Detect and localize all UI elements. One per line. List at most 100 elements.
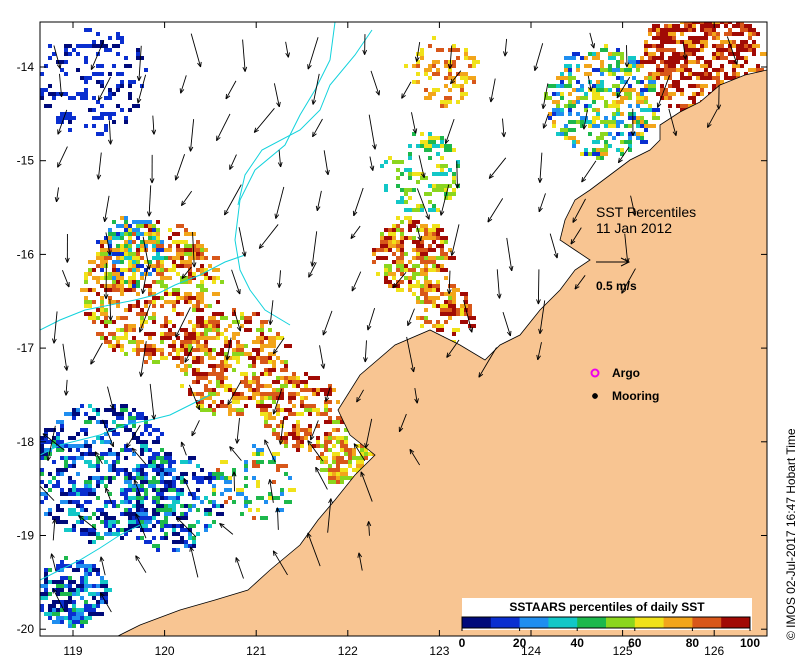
sst-pixel: [724, 48, 728, 52]
current-vector: [716, 84, 722, 110]
sst-pixel: [132, 240, 136, 244]
sst-pixel: [208, 396, 212, 400]
colorbar-tick-label: 0: [459, 636, 466, 650]
sst-pixel: [592, 108, 596, 112]
sst-pixel: [724, 32, 732, 36]
sst-pixel: [644, 100, 648, 104]
sst-pixel: [120, 348, 124, 352]
sst-pixel: [272, 360, 276, 364]
sst-pixel: [424, 144, 432, 148]
sst-pixel: [188, 320, 192, 324]
sst-pixel: [656, 32, 660, 36]
sst-pixel: [428, 140, 436, 144]
sst-pixel: [216, 372, 220, 376]
sst-pixel: [124, 116, 128, 120]
sst-pixel: [40, 584, 48, 588]
sst-pixel: [640, 56, 644, 60]
sst-pixel: [448, 88, 452, 92]
sst-pixel: [616, 60, 620, 64]
sst-pixel: [96, 32, 100, 36]
current-vector: [62, 270, 70, 288]
sst-pixel: [452, 44, 456, 48]
sst-pixel: [264, 420, 268, 424]
sst-pixel: [240, 344, 244, 348]
sst-pixel: [592, 124, 600, 128]
sst-pixel: [196, 256, 200, 260]
sst-pixel: [560, 128, 568, 132]
sst-pixel: [196, 340, 200, 344]
sst-pixel: [236, 360, 240, 364]
sst-pixel: [64, 592, 72, 596]
sst-pixel: [64, 456, 68, 460]
sst-pixel: [136, 312, 140, 316]
sst-pixel: [132, 504, 136, 508]
sst-pixel: [560, 132, 564, 136]
current-vector: [414, 42, 421, 62]
sst-pixel: [412, 188, 416, 192]
current-vector: [108, 299, 113, 321]
sst-pixel: [652, 108, 660, 112]
sst-pixel: [92, 72, 100, 76]
sst-pixel: [128, 488, 132, 492]
sst-pixel: [144, 332, 152, 336]
sst-pixel: [340, 440, 344, 444]
current-vector: [40, 485, 55, 501]
sst-pixel: [144, 304, 148, 308]
sst-pixel: [88, 568, 92, 572]
sst-pixel: [116, 32, 120, 36]
sst-pixel: [116, 344, 120, 348]
sst-pixel: [84, 60, 88, 64]
colorbar-tick-label: 100: [740, 636, 760, 650]
sst-pixel: [276, 396, 284, 400]
current-vector: [310, 420, 319, 441]
sst-pixel: [188, 492, 196, 496]
sst-pixel: [124, 512, 132, 516]
sst-pixel: [144, 240, 152, 244]
sst-pixel: [288, 412, 296, 416]
sst-pixel: [140, 248, 144, 252]
sst-pixel: [664, 48, 672, 52]
sst-pixel: [436, 264, 440, 268]
sst-pixel: [336, 456, 344, 460]
sst-pixel: [388, 268, 392, 272]
sst-pixel: [156, 272, 164, 276]
sst-pixel: [408, 196, 412, 200]
sst-pixel: [192, 536, 196, 540]
sst-pixel: [444, 148, 448, 152]
current-vector: [253, 108, 275, 133]
sst-pixel: [68, 596, 72, 600]
sst-pixel: [132, 452, 136, 456]
sst-pixel: [148, 456, 156, 460]
sst-pixel: [144, 528, 148, 532]
sst-pixel: [192, 456, 196, 460]
sst-pixel: [388, 228, 392, 232]
sst-pixel: [172, 308, 176, 312]
sst-pixel: [92, 268, 96, 272]
sst-pixel: [108, 228, 112, 232]
sst-pixel: [104, 308, 108, 312]
current-vector: [446, 270, 452, 295]
sst-pixel: [336, 428, 340, 432]
sst-pixel: [276, 388, 280, 392]
sst-pixel: [448, 304, 456, 308]
sst-pixel: [144, 540, 152, 544]
sst-pixel: [680, 108, 684, 112]
sst-pixel: [208, 356, 216, 360]
sst-pixel: [72, 580, 76, 584]
sst-pixel: [404, 168, 412, 172]
sst-pixel: [128, 324, 136, 328]
sst-pixel: [332, 428, 336, 432]
sst-pixel: [132, 476, 136, 480]
colorbar-title: SSTAARS percentiles of daily SST: [509, 600, 705, 614]
sst-pixel: [200, 332, 204, 336]
sst-pixel: [452, 176, 456, 180]
sst-pixel: [344, 452, 348, 456]
lon-tick-label: 119: [63, 644, 82, 658]
sst-pixel: [160, 296, 164, 300]
sst-pixel: [116, 328, 120, 332]
sst-pixel: [716, 84, 720, 88]
current-vector: [277, 270, 282, 288]
sst-pixel: [168, 352, 172, 356]
lat-tick-label: -15: [17, 154, 35, 168]
sst-pixel: [96, 412, 100, 416]
